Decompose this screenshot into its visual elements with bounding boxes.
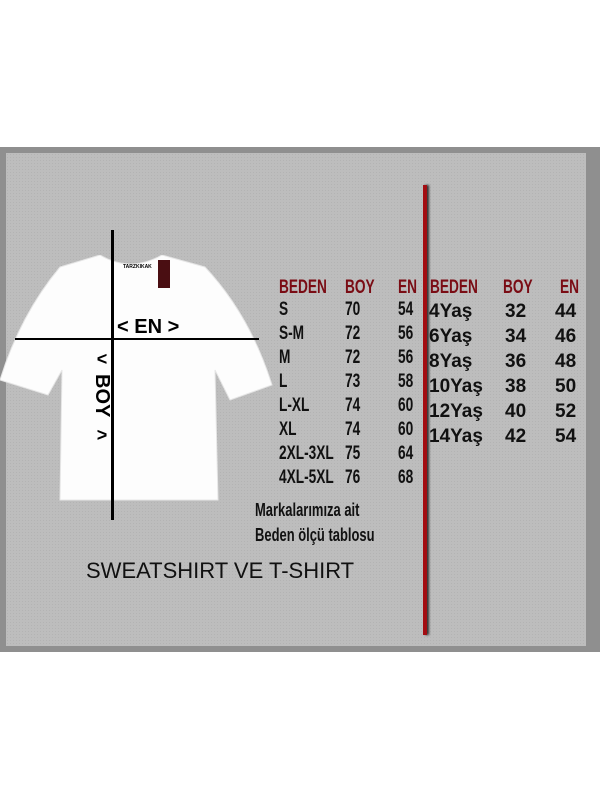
- table-row-cell: 74: [345, 420, 366, 439]
- table-row-cell: 70: [345, 300, 366, 319]
- cell: 68: [398, 467, 414, 488]
- cell: 73: [345, 371, 361, 392]
- table-row-cell: 72: [345, 348, 366, 367]
- table-row-cell: 52: [555, 401, 577, 422]
- divider-line: [423, 185, 427, 635]
- table-row-cell: 48: [555, 351, 577, 372]
- table-row-cell: 34: [505, 326, 527, 347]
- table-row-cell: L-XL: [279, 396, 321, 415]
- header-beden: BEDEN: [430, 277, 478, 298]
- cell: 2XL-3XL: [279, 443, 334, 464]
- cell: 72: [345, 347, 361, 368]
- cell: 60: [398, 419, 414, 440]
- table-row-cell: 36: [505, 351, 527, 372]
- cell: XL: [279, 419, 297, 440]
- header-en: EN: [398, 277, 418, 298]
- cell: S-M: [279, 323, 305, 344]
- table-row-cell: 56: [398, 324, 419, 343]
- cell: 60: [398, 395, 414, 416]
- table-row-cell: 32: [505, 301, 527, 322]
- table-row-cell: 42: [505, 426, 527, 447]
- table-row-cell: 8Yaş: [429, 351, 473, 372]
- header-en: EN: [560, 277, 580, 298]
- table-row-cell: 56: [398, 348, 419, 367]
- table-row-cell: 14Yaş: [429, 426, 483, 447]
- table-row-cell: 2XL-3XL: [279, 444, 355, 463]
- chart-panel: [0, 147, 600, 652]
- table-row-cell: 12Yaş: [429, 401, 483, 422]
- table-row-cell: 64: [398, 444, 419, 463]
- table-row-cell: 50: [555, 376, 577, 397]
- cell: S: [279, 299, 289, 320]
- table-row-cell: 6Yaş: [429, 326, 473, 347]
- table-row-cell: 4XL-5XL: [279, 468, 355, 487]
- cell: 76: [345, 467, 361, 488]
- length-label: < BOY >: [91, 349, 113, 446]
- table-row-cell: S-M: [279, 324, 314, 343]
- table-row-cell: 54: [398, 300, 419, 319]
- cell: 70: [345, 299, 361, 320]
- table-row-cell: 74: [345, 396, 366, 415]
- cell: 74: [345, 395, 361, 416]
- length-line: [111, 230, 114, 520]
- tshirt-image: [0, 255, 273, 501]
- brand-tag: [158, 260, 170, 288]
- table-row-cell: 60: [398, 396, 419, 415]
- note-line1: Markalarımıza ait: [255, 500, 360, 520]
- table-row-cell: 76: [345, 468, 366, 487]
- table-row-cell: 54: [555, 426, 577, 447]
- table-row-cell: 40: [505, 401, 527, 422]
- table-row-cell: 10Yaş: [429, 376, 483, 397]
- header-boy: BOY: [503, 277, 533, 298]
- table-row-cell: 68: [398, 468, 419, 487]
- cell: 54: [398, 299, 414, 320]
- table-row-cell: 46: [555, 326, 577, 347]
- note-line2: Beden ölçü tablosu: [255, 525, 375, 545]
- table-row-cell: 4Yaş: [429, 301, 473, 322]
- cell: L-XL: [279, 395, 310, 416]
- header-beden: BEDEN: [279, 277, 327, 298]
- table-row-cell: M: [279, 348, 295, 367]
- header-boy: BOY: [345, 277, 375, 298]
- cell: L: [279, 371, 288, 392]
- table-row-cell: 72: [345, 324, 366, 343]
- cell: 56: [398, 347, 414, 368]
- table-row-cell: 73: [345, 372, 366, 391]
- table-row-cell: 60: [398, 420, 419, 439]
- table-row-cell: 38: [505, 376, 527, 397]
- cell: 74: [345, 419, 361, 440]
- table-row-cell: 44: [555, 301, 577, 322]
- product-type: SWEATSHIRT VE T-SHIRT: [86, 558, 355, 583]
- cell: 4XL-5XL: [279, 467, 334, 488]
- neck-label: TARZKIKAK: [123, 264, 152, 270]
- cell: 58: [398, 371, 414, 392]
- table-row-cell: XL: [279, 420, 303, 439]
- table-row-cell: S: [279, 300, 292, 319]
- cell: 72: [345, 323, 361, 344]
- table-row-cell: 75: [345, 444, 366, 463]
- cell: M: [279, 347, 291, 368]
- cell: 64: [398, 443, 414, 464]
- cell: 56: [398, 323, 414, 344]
- table-row-cell: 58: [398, 372, 419, 391]
- table-row-cell: L: [279, 372, 291, 391]
- width-line: [15, 338, 259, 340]
- width-label: < EN >: [117, 316, 180, 338]
- cell: 75: [345, 443, 361, 464]
